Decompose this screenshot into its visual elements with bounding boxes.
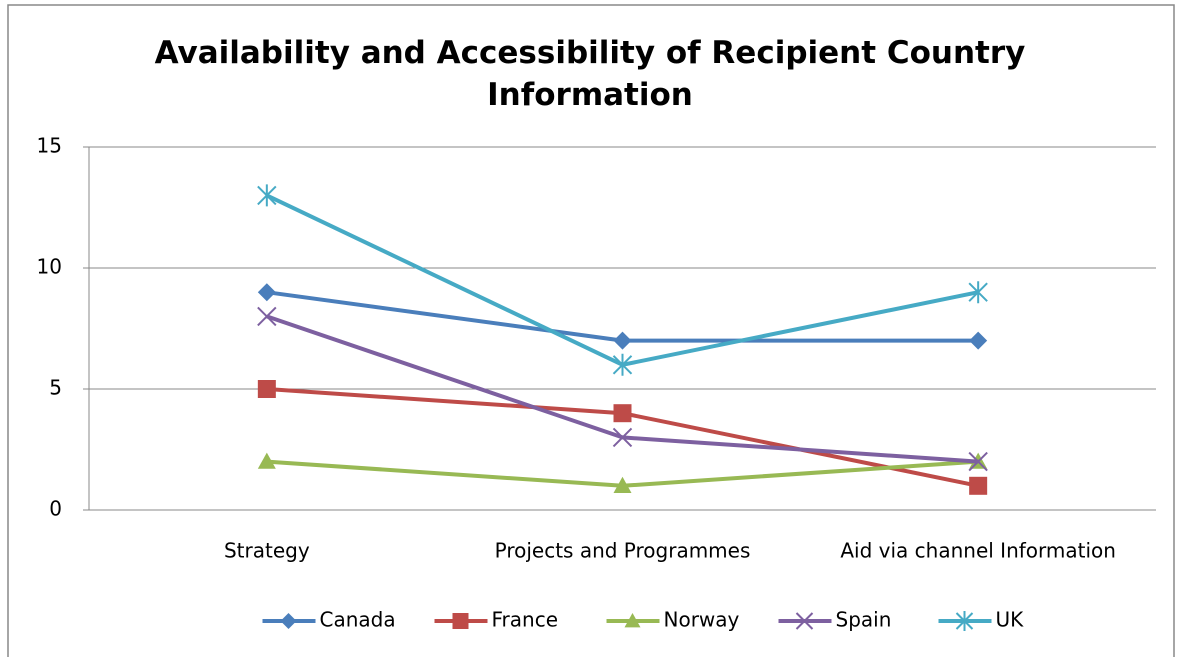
legend-marker: [955, 611, 974, 631]
x-tick-label: Projects and Programmes: [495, 539, 751, 563]
data-point: [969, 331, 988, 350]
chart-border: [7, 4, 1175, 657]
y-tick-label: 0: [49, 497, 62, 521]
data-point: [257, 283, 276, 302]
legend-label: Norway: [664, 608, 740, 632]
data-point: [612, 427, 633, 448]
chart-title: Availability and Accessibility of Recipi…: [154, 35, 1026, 113]
legend-label: Canada: [320, 608, 396, 632]
data-point: [257, 306, 277, 327]
data-point: [612, 353, 633, 376]
x-tick-label: Strategy: [224, 539, 310, 563]
y-tick-label: 10: [37, 255, 62, 279]
data-point: [969, 476, 988, 495]
data-point: [613, 331, 632, 350]
data-point: [968, 451, 988, 472]
legend-marker: [795, 612, 814, 630]
data-point: [613, 404, 632, 423]
x-tick-label: Aid via channel Information: [840, 539, 1116, 563]
y-tick-label: 15: [37, 134, 62, 158]
data-point: [257, 380, 276, 398]
legend-label: France: [492, 608, 559, 632]
legend-marker: [452, 613, 469, 629]
data-point: [257, 452, 276, 469]
legend-label: Spain: [836, 608, 892, 632]
data-point: [257, 184, 277, 207]
legend-marker: [280, 613, 297, 629]
data-point: [613, 476, 632, 493]
data-point: [968, 281, 988, 304]
legend-marker: [624, 613, 641, 628]
legend-label: UK: [996, 608, 1025, 632]
y-tick-label: 5: [49, 376, 62, 400]
